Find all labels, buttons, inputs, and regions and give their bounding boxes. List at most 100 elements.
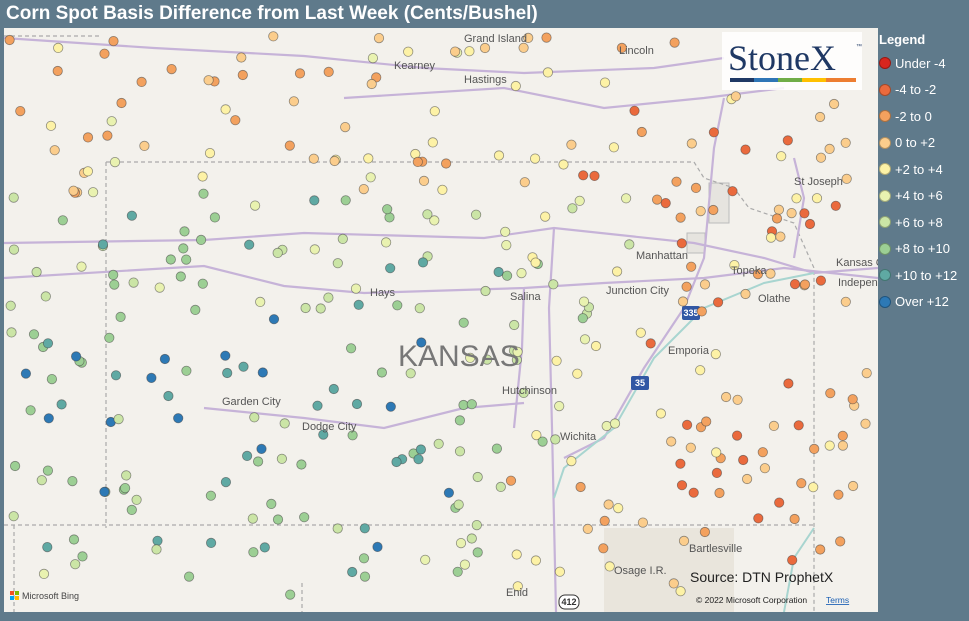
elevator-point[interactable] bbox=[518, 42, 529, 53]
elevator-point[interactable] bbox=[433, 438, 444, 449]
elevator-point[interactable] bbox=[31, 266, 42, 278]
elevator-point[interactable] bbox=[250, 200, 261, 211]
elevator-point[interactable] bbox=[20, 368, 32, 379]
elevator-point[interactable] bbox=[420, 554, 431, 565]
elevator-point[interactable] bbox=[753, 513, 764, 524]
elevator-point[interactable] bbox=[793, 420, 804, 431]
elevator-point[interactable] bbox=[493, 150, 505, 161]
elevator-point[interactable] bbox=[620, 193, 632, 204]
elevator-point[interactable] bbox=[104, 332, 115, 343]
elevator-point[interactable] bbox=[57, 215, 68, 226]
elevator-point[interactable] bbox=[837, 440, 849, 451]
elevator-point[interactable] bbox=[315, 303, 326, 314]
elevator-point[interactable] bbox=[824, 440, 835, 451]
elevator-point[interactable] bbox=[480, 285, 491, 297]
elevator-point[interactable] bbox=[427, 137, 438, 148]
elevator-point[interactable] bbox=[323, 292, 334, 303]
elevator-point[interactable] bbox=[791, 193, 802, 204]
elevator-point[interactable] bbox=[830, 200, 841, 211]
elevator-point[interactable] bbox=[36, 475, 47, 486]
elevator-point[interactable] bbox=[690, 182, 702, 193]
elevator-point[interactable] bbox=[6, 327, 17, 338]
elevator-point[interactable] bbox=[403, 46, 414, 57]
elevator-point[interactable] bbox=[159, 353, 170, 365]
elevator-point[interactable] bbox=[4, 34, 15, 46]
elevator-point[interactable] bbox=[266, 498, 277, 509]
elevator-point[interactable] bbox=[611, 266, 623, 277]
elevator-point[interactable] bbox=[247, 513, 258, 524]
elevator-point[interactable] bbox=[10, 460, 21, 472]
elevator-point[interactable] bbox=[708, 127, 720, 138]
elevator-point[interactable] bbox=[328, 383, 339, 395]
elevator-point[interactable] bbox=[472, 471, 483, 483]
elevator-point[interactable] bbox=[590, 340, 602, 352]
elevator-point[interactable] bbox=[99, 48, 110, 59]
elevator-point[interactable] bbox=[238, 361, 249, 372]
elevator-point[interactable] bbox=[256, 443, 267, 454]
elevator-point[interactable] bbox=[530, 257, 541, 268]
elevator-point[interactable] bbox=[675, 458, 686, 469]
elevator-point[interactable] bbox=[454, 415, 465, 426]
elevator-point[interactable] bbox=[491, 443, 502, 454]
legend-item[interactable]: +10 to +12 bbox=[879, 262, 969, 289]
elevator-point[interactable] bbox=[616, 42, 628, 53]
elevator-point[interactable] bbox=[732, 394, 743, 405]
elevator-point[interactable] bbox=[464, 46, 475, 57]
elevator-point[interactable] bbox=[332, 523, 343, 534]
elevator-point[interactable] bbox=[681, 419, 693, 430]
elevator-point[interactable] bbox=[655, 408, 667, 419]
elevator-point[interactable] bbox=[577, 313, 588, 324]
elevator-point[interactable] bbox=[299, 512, 310, 523]
elevator-point[interactable] bbox=[677, 296, 689, 307]
elevator-point[interactable] bbox=[113, 413, 124, 425]
elevator-point[interactable] bbox=[603, 499, 614, 510]
elevator-point[interactable] bbox=[415, 444, 426, 455]
elevator-point[interactable] bbox=[413, 454, 424, 465]
elevator-point[interactable] bbox=[82, 166, 94, 177]
elevator-point[interactable] bbox=[589, 170, 600, 181]
elevator-point[interactable] bbox=[181, 254, 192, 265]
elevator-point[interactable] bbox=[358, 184, 369, 195]
elevator-point[interactable] bbox=[537, 436, 548, 447]
elevator-point[interactable] bbox=[686, 138, 697, 149]
legend-item[interactable]: +2 to +4 bbox=[879, 156, 969, 183]
elevator-point[interactable] bbox=[699, 279, 711, 290]
elevator-point[interactable] bbox=[417, 257, 429, 268]
elevator-point[interactable] bbox=[340, 122, 351, 133]
elevator-point[interactable] bbox=[196, 234, 207, 245]
legend-item[interactable]: Over +12 bbox=[879, 289, 969, 316]
elevator-point[interactable] bbox=[472, 547, 483, 558]
elevator-point[interactable] bbox=[173, 413, 184, 424]
elevator-point[interactable] bbox=[773, 204, 785, 215]
elevator-point[interactable] bbox=[768, 420, 780, 431]
elevator-point[interactable] bbox=[416, 337, 427, 348]
elevator-point[interactable] bbox=[42, 541, 53, 553]
elevator-point[interactable] bbox=[466, 399, 477, 410]
elevator-point[interactable] bbox=[738, 454, 749, 466]
elevator-point[interactable] bbox=[77, 551, 88, 562]
elevator-point[interactable] bbox=[459, 559, 470, 570]
elevator-point[interactable] bbox=[42, 338, 54, 349]
elevator-point[interactable] bbox=[43, 413, 54, 424]
elevator-point[interactable] bbox=[519, 177, 530, 188]
elevator-point[interactable] bbox=[88, 187, 99, 198]
elevator-point[interactable] bbox=[56, 399, 67, 410]
elevator-point[interactable] bbox=[268, 314, 280, 325]
elevator-point[interactable] bbox=[110, 370, 122, 381]
elevator-point[interactable] bbox=[220, 350, 231, 361]
elevator-point[interactable] bbox=[786, 208, 797, 219]
elevator-point[interactable] bbox=[97, 239, 109, 250]
elevator-point[interactable] bbox=[392, 300, 403, 311]
elevator-point[interactable] bbox=[8, 192, 19, 203]
legend-item[interactable]: -2 to 0 bbox=[879, 103, 969, 130]
elevator-point[interactable] bbox=[775, 231, 786, 242]
elevator-point[interactable] bbox=[385, 263, 396, 274]
elevator-point[interactable] bbox=[175, 271, 186, 282]
elevator-point[interactable] bbox=[353, 299, 364, 310]
elevator-point[interactable] bbox=[454, 446, 466, 457]
elevator-point[interactable] bbox=[695, 206, 706, 217]
elevator-point[interactable] bbox=[106, 116, 117, 127]
elevator-point[interactable] bbox=[554, 400, 565, 412]
elevator-point[interactable] bbox=[651, 194, 663, 205]
elevator-point[interactable] bbox=[121, 470, 132, 481]
